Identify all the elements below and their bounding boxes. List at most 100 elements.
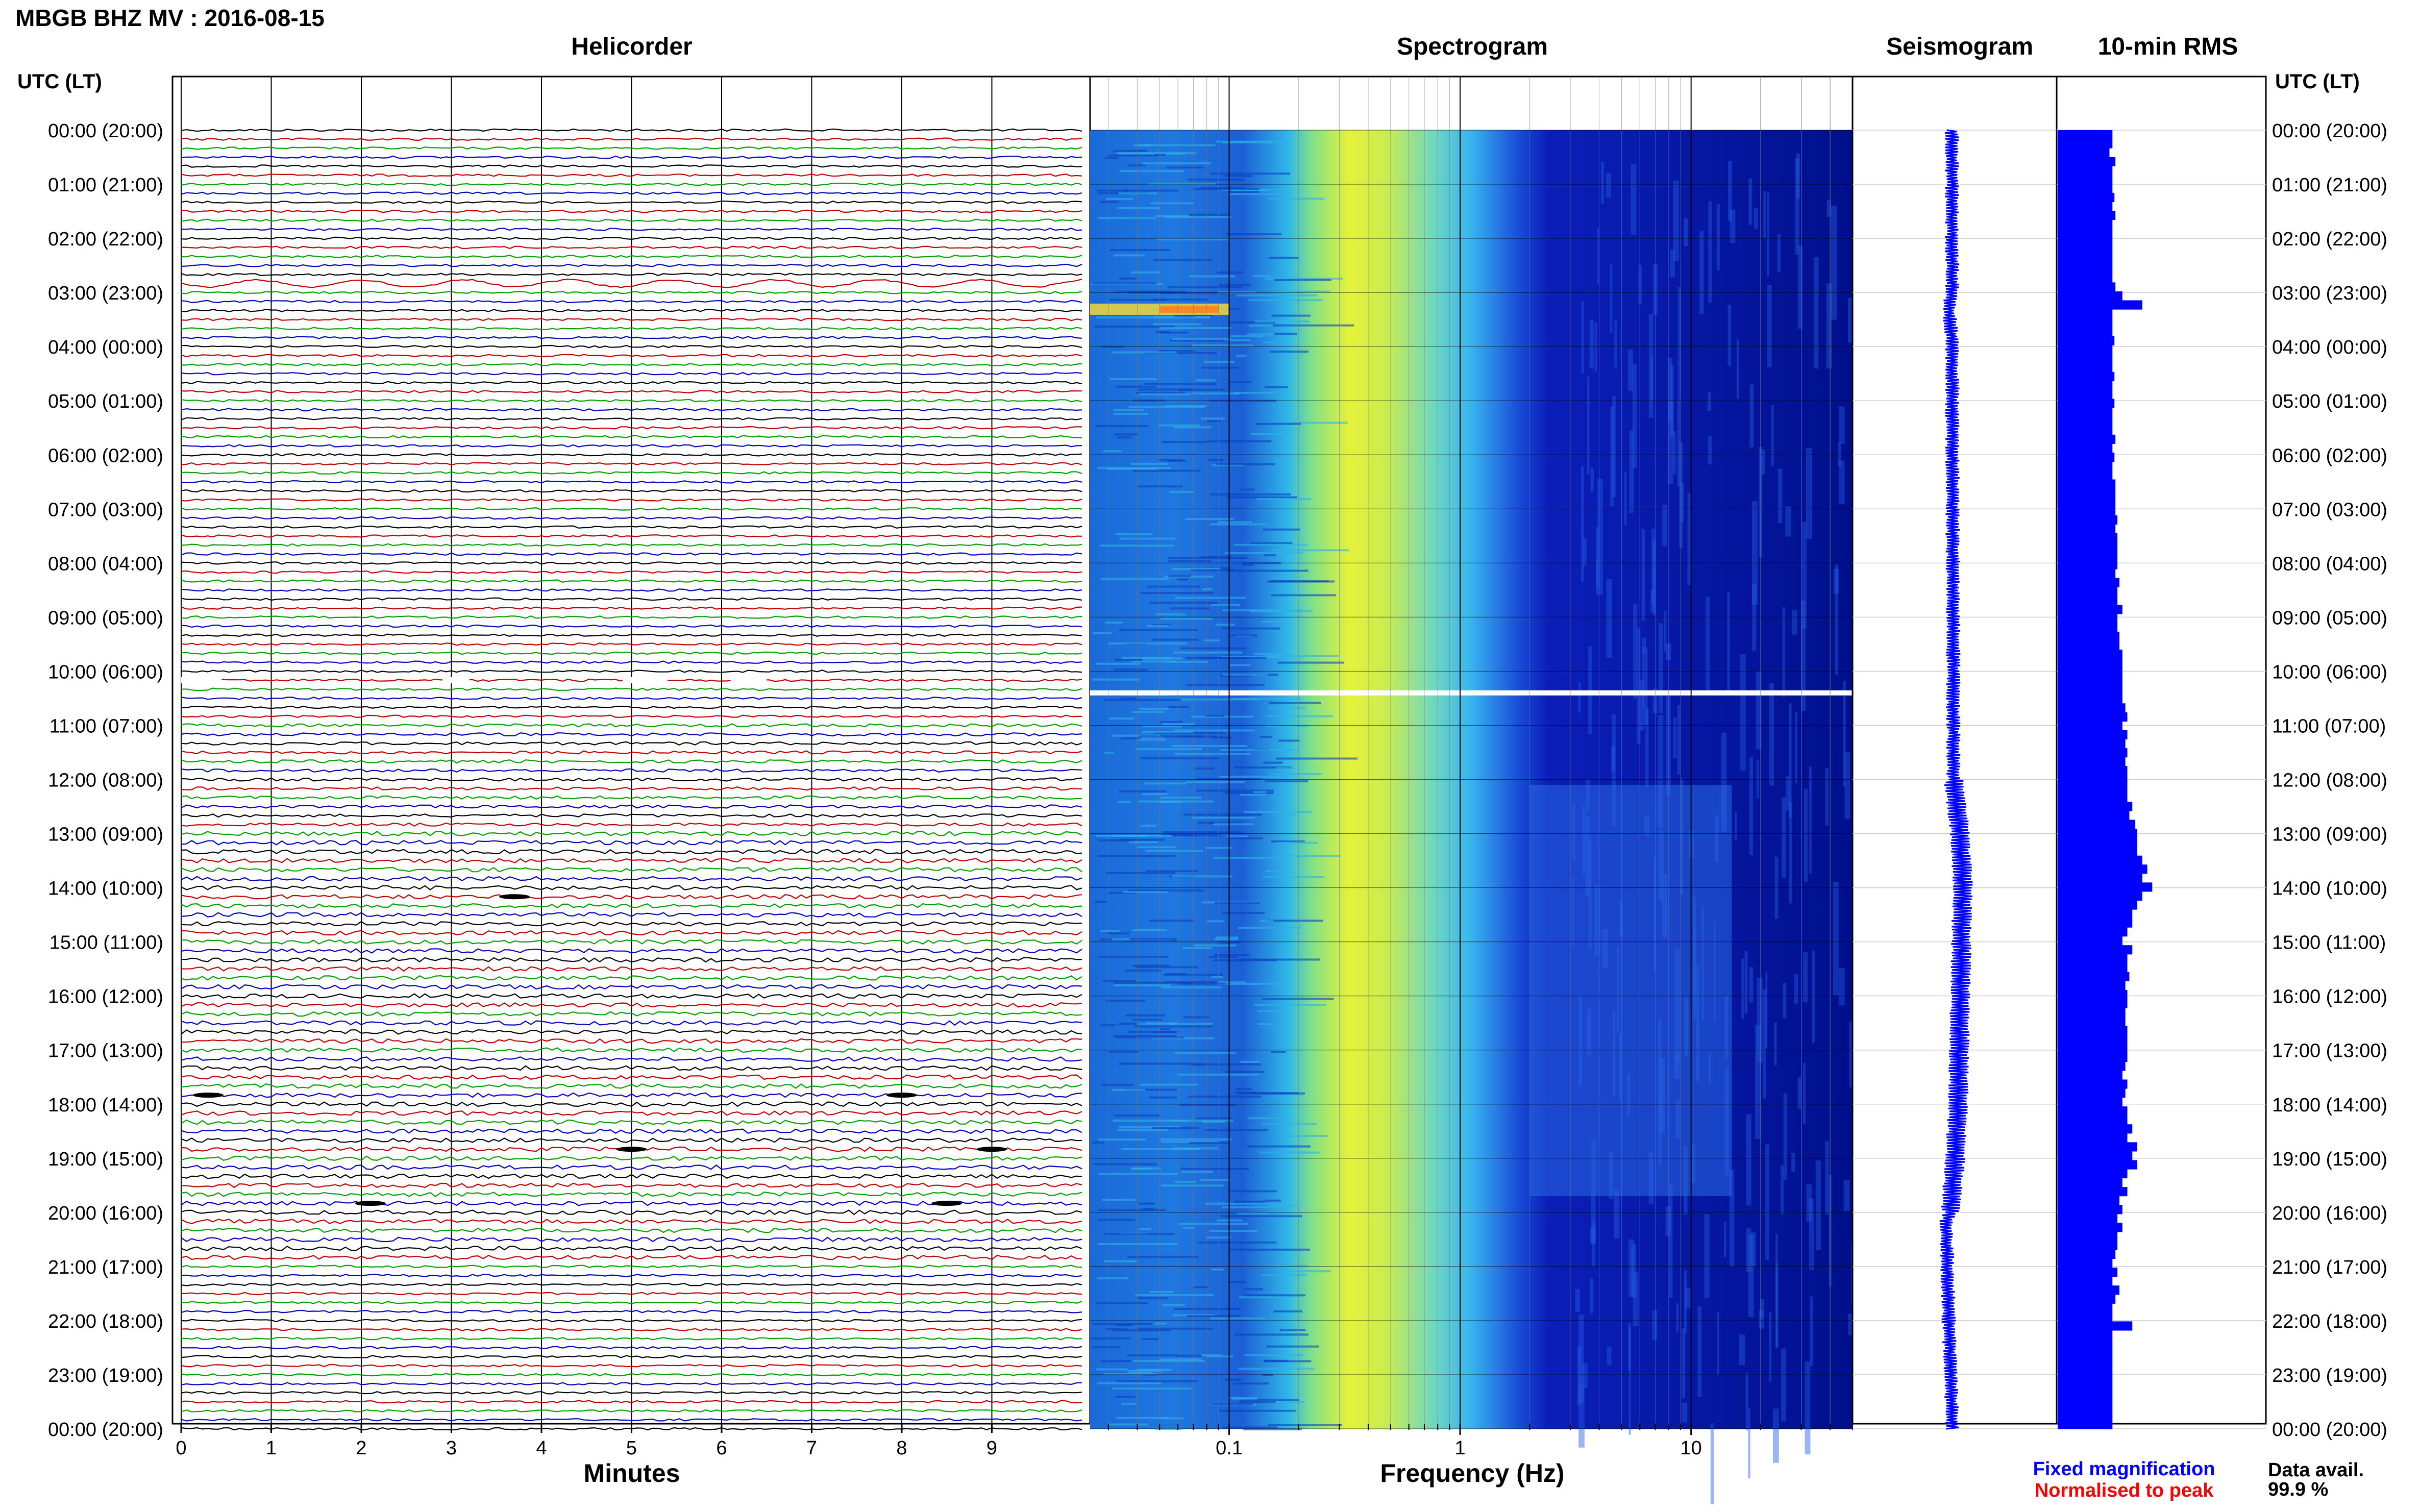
spectrogram-texture [1119, 277, 1138, 280]
helicorder-trace [181, 516, 1082, 520]
helicorder-trace [181, 1155, 1082, 1161]
time-label-left: 22:00 (18:00) [48, 1311, 163, 1332]
spectrogram-texture [1241, 1399, 1299, 1401]
spectrogram-texture [1091, 1337, 1131, 1340]
spectrogram-texture [1831, 205, 1837, 320]
spectrogram-texture [1629, 430, 1634, 513]
spectrogram-texture [1185, 518, 1234, 520]
spectrogram-texture [1153, 259, 1213, 261]
spectrogram-texture [1149, 919, 1194, 922]
spectrogram-texture [1095, 901, 1107, 903]
helicorder-trace [181, 1274, 1082, 1277]
spectrogram-texture [1112, 734, 1160, 737]
spectrogram-texture [1797, 245, 1803, 329]
spectrogram-texture [1161, 1184, 1224, 1187]
helicorder-trace [181, 1336, 1082, 1341]
helicorder-trace [181, 278, 1082, 288]
helicorder-trace [181, 290, 1082, 294]
spectrogram-texture [1117, 1129, 1168, 1132]
spectrogram-texture [1797, 1077, 1801, 1109]
spectrogram-texture [1624, 472, 1627, 526]
rms-bar [2058, 918, 2133, 928]
rms-bar [2058, 685, 2122, 695]
time-label-right: 20:00 (16:00) [2272, 1203, 2387, 1224]
helicorder-trace [181, 912, 1082, 918]
legend-fixed-magnification: Fixed magnification [2033, 1458, 2215, 1480]
spectrogram-texture [1667, 358, 1672, 421]
spectrogram-texture [1196, 315, 1211, 318]
spectrogram-texture [1677, 705, 1681, 775]
helicorder-trace [181, 804, 1082, 809]
spectrogram-texture [1189, 1095, 1262, 1098]
spectrogram-texture [1806, 1184, 1812, 1222]
spectrogram-texture [1223, 175, 1253, 177]
rms-bar [2058, 1142, 2137, 1152]
spectrogram-texture [1588, 646, 1592, 734]
spectrogram-texture [1154, 1322, 1167, 1325]
spectrogram-texture [1191, 1063, 1207, 1066]
helicorder-gap [181, 677, 222, 684]
spectrogram-texture [1778, 468, 1783, 524]
rms-panel [2056, 76, 2267, 1429]
spectrogram-texture [1200, 556, 1231, 558]
spectrogram-texture [1138, 144, 1216, 146]
spectrogram-texture [1119, 790, 1166, 792]
spectrogram-texture [1240, 488, 1254, 491]
spectrogram-texture [1597, 228, 1599, 285]
spectrogram-texture [1216, 463, 1275, 465]
spectrogram-texture [1121, 1148, 1201, 1150]
rms-bar [2058, 658, 2122, 668]
spectrogram-texture [1685, 1287, 1691, 1308]
spectrogram-texture [1785, 776, 1790, 811]
spectrogram-texture [1658, 714, 1664, 829]
rms-bar [2058, 623, 2117, 632]
spectrogram-texture [1117, 436, 1131, 439]
spectrogram-texture [1202, 1121, 1225, 1123]
spectrogram-texture [1230, 1190, 1277, 1193]
spectrogram-texture [1767, 192, 1769, 277]
spectrogram-texture [1168, 575, 1191, 578]
helicorder-trace [181, 750, 1082, 755]
spectrogram-texture [1769, 1311, 1772, 1382]
spectrogram-texture [1631, 1244, 1637, 1298]
spectrogram-texture [1802, 521, 1807, 629]
spectrogram-texture [1167, 286, 1243, 288]
spectrogram-texture [1806, 448, 1812, 539]
rms-bar [2058, 1115, 2128, 1125]
spectrogram-texture [1590, 468, 1594, 491]
spectrogram-texture [1782, 607, 1785, 697]
rms-bar [2058, 229, 2113, 238]
time-label-left: 02:00 (22:00) [48, 229, 163, 250]
spectrogram-texture [1267, 197, 1325, 200]
spectrogram-texture [1212, 464, 1244, 466]
helicorder-trace [181, 390, 1082, 393]
spectrogram-texture [1269, 1401, 1305, 1403]
rms-bar [2058, 578, 2119, 587]
helicorder-trace [181, 236, 1082, 240]
helicorder-trace [181, 1164, 1082, 1170]
spectrogram-texture [1727, 305, 1732, 366]
spectrogram-texture [1268, 707, 1305, 710]
rms-bar [2058, 1357, 2113, 1367]
spectrogram-texture [1201, 1354, 1222, 1356]
rms-bar [2058, 712, 2128, 722]
rms-title: 10-min RMS [2097, 33, 2238, 60]
spectrogram-texture [1801, 601, 1806, 711]
spectrogram-texture [1152, 1127, 1199, 1129]
helicorder-trace [181, 723, 1082, 728]
spectrogram-texture [1643, 708, 1648, 726]
rms-bar [2058, 130, 2113, 140]
spectrogram-texture [1279, 1329, 1306, 1331]
helicorder-trace [181, 363, 1082, 366]
time-label-right: 11:00 (07:00) [2272, 715, 2386, 737]
spectrogram-texture [1789, 703, 1792, 817]
spectrogram-texture [1254, 1004, 1326, 1006]
spectrogram-texture [1139, 735, 1204, 738]
spectrogram-texture [1109, 378, 1157, 380]
spectrogram-texture [1138, 1327, 1213, 1330]
rms-bar [2058, 202, 2113, 211]
rms-bar [2058, 784, 2128, 794]
spectrogram-texture [1265, 870, 1294, 873]
spectrogram-texture [1239, 1368, 1315, 1370]
rms-bar [2058, 390, 2113, 400]
